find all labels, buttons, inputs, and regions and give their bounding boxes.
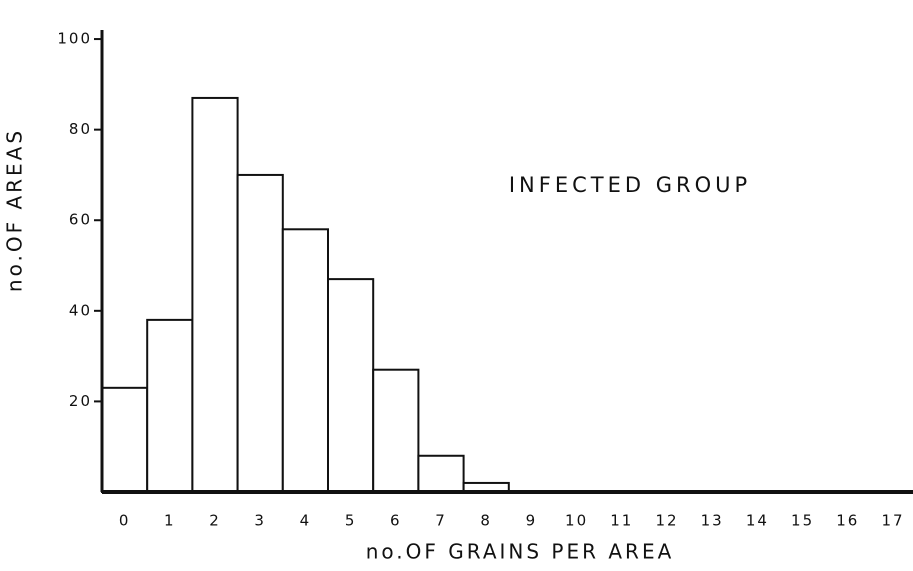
bar — [417, 454, 465, 494]
x-tick-label: 15 — [791, 512, 814, 530]
chart-title: INFECTED GROUP — [509, 173, 751, 197]
y-tick-label: 40 — [69, 301, 92, 319]
bar — [281, 228, 329, 493]
x-tick-label: 12 — [655, 512, 678, 530]
y-tick-label: 80 — [69, 120, 92, 138]
x-tick-label: 1 — [164, 512, 176, 530]
x-tick-label: 7 — [435, 512, 447, 530]
bar — [101, 386, 149, 493]
bar — [372, 368, 420, 493]
x-axis-label: no.OF GRAINS PER AREA — [366, 540, 675, 564]
bar — [327, 278, 375, 493]
bar — [191, 96, 239, 494]
x-tick-label: 16 — [836, 512, 859, 530]
x-tick-label: 10 — [565, 512, 588, 530]
x-tick-label: 17 — [881, 512, 904, 530]
y-tick-label: 100 — [57, 30, 92, 48]
x-tick-label: 13 — [701, 512, 724, 530]
y-tick-label: 20 — [69, 392, 92, 410]
x-tick-label: 9 — [526, 512, 538, 530]
x-tick-label: 0 — [119, 512, 131, 530]
y-tick-label: 60 — [69, 211, 92, 229]
x-tick-label: 14 — [746, 512, 769, 530]
x-tick-label: 5 — [345, 512, 357, 530]
y-axis-label: no.OF AREAS — [3, 128, 27, 292]
x-tick-label: 8 — [480, 512, 492, 530]
x-tick-label: 3 — [254, 512, 266, 530]
x-tick-label: 2 — [209, 512, 221, 530]
x-tick-label: 11 — [610, 512, 633, 530]
bar — [146, 318, 194, 493]
x-tick-label: 6 — [390, 512, 402, 530]
x-tick-label: 4 — [300, 512, 312, 530]
bar — [236, 173, 284, 494]
